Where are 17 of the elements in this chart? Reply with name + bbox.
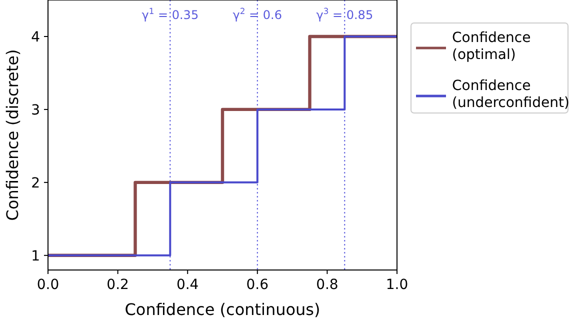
- x-axis-title: Confidence (continuous): [124, 300, 320, 319]
- y-tick-label: 2: [31, 175, 40, 192]
- ref-line-label: γ$^{2}$ = 0.6: [232, 6, 282, 22]
- x-tick-label: 0.4: [176, 277, 199, 293]
- legend-label: Confidence (optimal): [452, 30, 531, 63]
- y-tick-label: 4: [31, 29, 40, 46]
- x-tick-label: 0.2: [106, 277, 129, 293]
- ref-line-label: γ$^{1}$ = 0.35: [142, 6, 199, 22]
- x-tick-label: 0.0: [36, 277, 60, 293]
- x-tick-label: 0.8: [316, 277, 338, 293]
- y-axis-title: Confidence (discrete): [3, 49, 22, 221]
- ref-line-label: γ$^{3}$ = 0.85: [316, 6, 374, 22]
- y-tick-label: 3: [31, 102, 40, 118]
- x-tick-label: 1.0: [386, 277, 408, 293]
- x-tick-label: 0.6: [246, 277, 269, 293]
- y-tick-label: 1: [31, 248, 40, 264]
- legend-label: Confidence (underconfident): [452, 78, 570, 111]
